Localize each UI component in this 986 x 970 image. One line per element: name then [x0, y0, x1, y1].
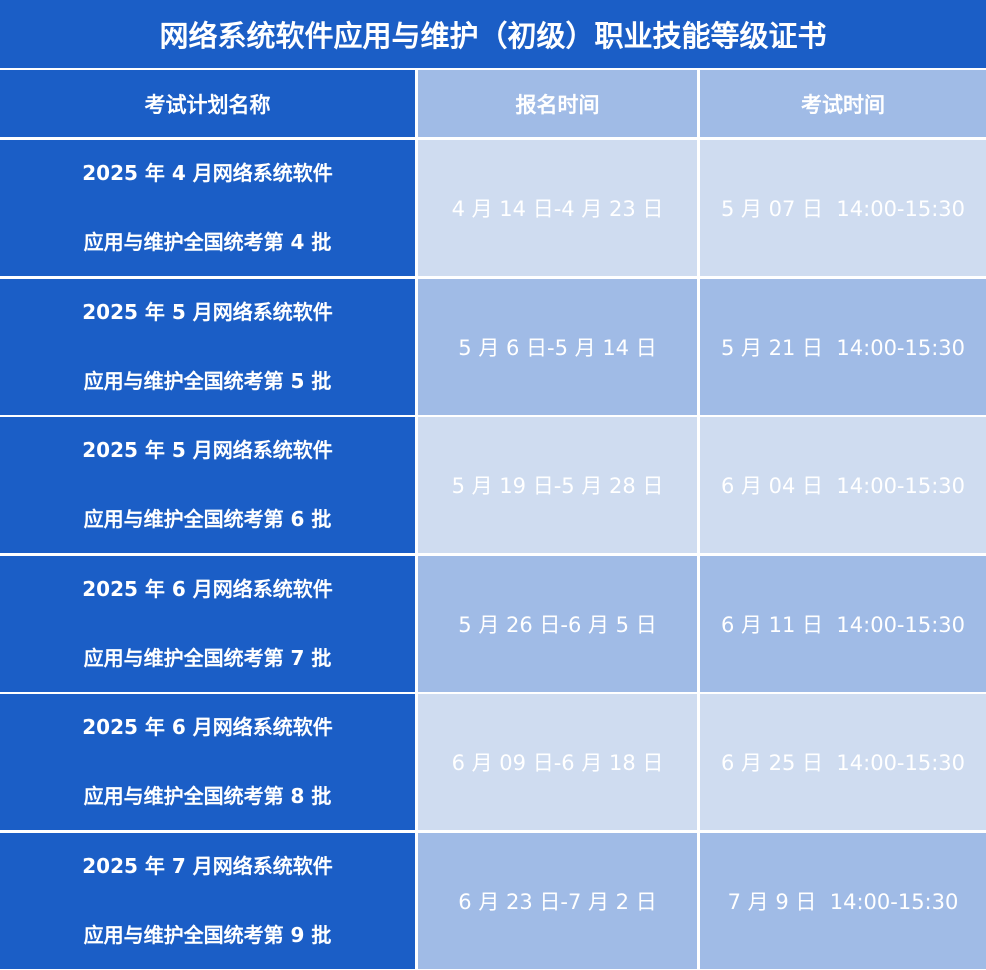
registration-time-cell: 5 月 19 日-5 月 28 日 — [418, 417, 697, 553]
plan-name-line: 2025 年 6 月网络系统软件 — [82, 576, 333, 601]
plan-name-line: 应用与维护全国统考第 6 批 — [83, 507, 332, 531]
header-plan-name: 考试计划名称 — [0, 70, 415, 137]
plan-name-cell: 2025 年 7 月网络系统软件 应用与维护全国统考第 9 批 — [0, 832, 415, 969]
exam-time-cell: 5 月 07 日 14:00-15:30 — [700, 140, 986, 276]
plan-name-cell: 2025 年 6 月网络系统软件 应用与维护全国统考第 7 批 — [0, 555, 415, 692]
plan-name-line: 2025 年 4 月网络系统软件 — [82, 161, 333, 185]
exam-time-cell: 6 月 11 日 14:00-15:30 — [700, 555, 986, 692]
registration-time-cell: 5 月 26 日-6 月 5 日 — [418, 555, 697, 692]
plan-name-line: 应用与维护全国统考第 4 批 — [83, 230, 332, 254]
plan-name-line: 2025 年 5 月网络系统软件 — [82, 438, 333, 462]
plan-name-line: 应用与维护全国统考第 7 批 — [83, 645, 332, 670]
plan-name-line: 应用与维护全国统考第 5 批 — [83, 368, 332, 393]
table-title: 网络系统软件应用与维护（初级）职业技能等级证书 — [0, 0, 986, 68]
exam-time-cell: 6 月 25 日 14:00-15:30 — [700, 694, 986, 830]
header-exam-time: 考试时间 — [700, 70, 986, 137]
plan-name-line: 2025 年 6 月网络系统软件 — [82, 715, 333, 739]
registration-time-cell: 6 月 09 日-6 月 18 日 — [418, 694, 697, 830]
plan-name-line: 2025 年 7 月网络系统软件 — [82, 853, 333, 878]
exam-time-cell: 5 月 21 日 14:00-15:30 — [700, 278, 986, 415]
registration-time-cell: 6 月 23 日-7 月 2 日 — [418, 832, 697, 969]
plan-name-cell: 2025 年 6 月网络系统软件 应用与维护全国统考第 8 批 — [0, 694, 415, 830]
plan-name-line: 2025 年 5 月网络系统软件 — [82, 299, 333, 324]
registration-time-cell: 5 月 6 日-5 月 14 日 — [418, 278, 697, 415]
plan-name-line: 应用与维护全国统考第 9 批 — [83, 922, 332, 947]
exam-time-cell: 7 月 9 日 14:00-15:30 — [700, 832, 986, 969]
plan-name-cell: 2025 年 5 月网络系统软件 应用与维护全国统考第 6 批 — [0, 417, 415, 553]
plan-name-cell: 2025 年 4 月网络系统软件 应用与维护全国统考第 4 批 — [0, 140, 415, 276]
registration-time-cell: 4 月 14 日-4 月 23 日 — [418, 140, 697, 276]
plan-name-cell: 2025 年 5 月网络系统软件 应用与维护全国统考第 5 批 — [0, 278, 415, 415]
header-registration-time: 报名时间 — [418, 70, 697, 137]
plan-name-line: 应用与维护全国统考第 8 批 — [83, 784, 332, 808]
exam-time-cell: 6 月 04 日 14:00-15:30 — [700, 417, 986, 553]
